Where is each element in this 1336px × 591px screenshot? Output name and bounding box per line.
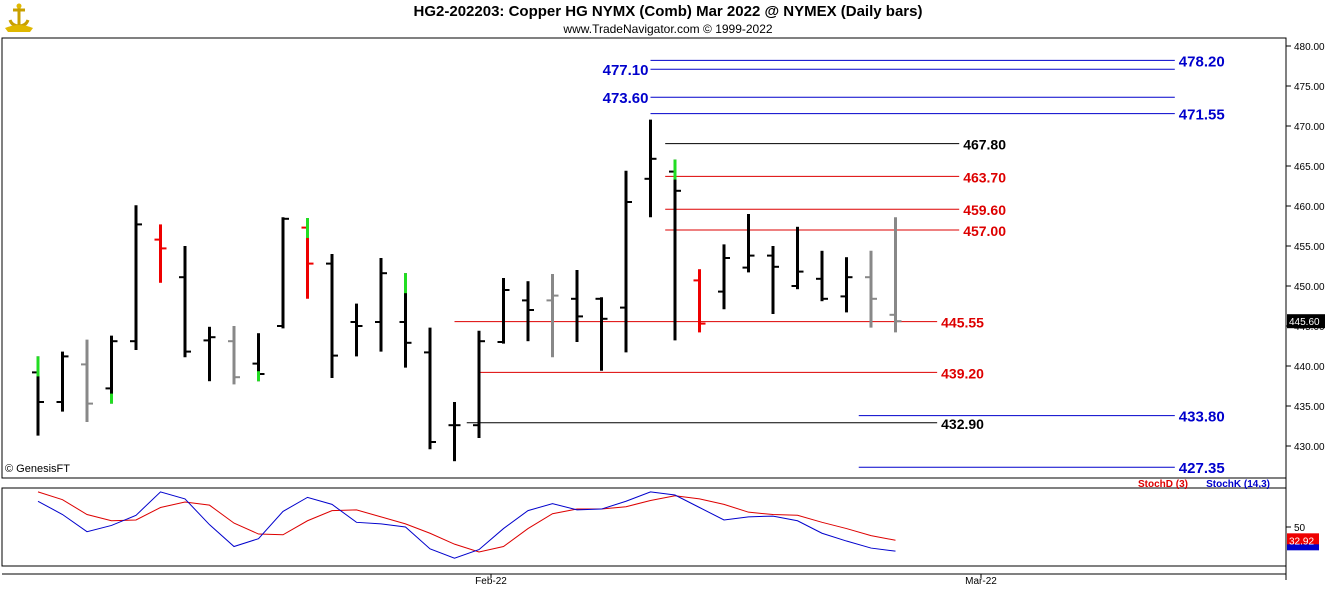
last-price-marker	[1287, 314, 1325, 329]
price-bars	[32, 119, 902, 462]
y-tick-label: 480.00	[1294, 42, 1325, 53]
level-label: 467.80	[963, 137, 1006, 153]
level-label: 471.55	[1179, 107, 1225, 124]
chart-header: HG2-202203: Copper HG NYMX (Comb) Mar 20…	[0, 0, 1336, 38]
stoch-last-marker-k	[1287, 544, 1319, 551]
level-label: 473.60	[603, 90, 649, 107]
y-tick-label: 450.00	[1294, 282, 1325, 293]
y-tick-label: 435.00	[1294, 402, 1325, 413]
level-lines: 478.20 477.10 473.60 471.55 467.80 463.70 459.…	[454, 53, 1225, 477]
date-axis: Feb-22 Mar-22	[475, 574, 997, 587]
y-tick-label: 470.00	[1294, 122, 1325, 133]
level-label: 445.55	[941, 315, 984, 331]
stoch-line	[37, 491, 896, 553]
price-axis: 480.00 475.00 470.00 465.00 460.00 455.00 450.…	[1286, 42, 1325, 453]
y-tick-label: 475.00	[1294, 82, 1325, 93]
last-price-label: 445.60	[1289, 317, 1320, 328]
genesis-logo-icon	[2, 2, 36, 34]
y-tick-label: 455.00	[1294, 242, 1325, 253]
level-label: 433.80	[1179, 409, 1225, 426]
chart-title: HG2-202203: Copper HG NYMX (Comb) Mar 20…	[413, 3, 923, 20]
stoch-line	[37, 491, 896, 559]
level-label: 463.70	[963, 169, 1006, 185]
stoch-last-marker	[1287, 533, 1319, 548]
level-label: 427.35	[1179, 460, 1225, 477]
chart-frame	[1, 37, 1287, 580]
stoch-tick-label: 50	[1294, 523, 1306, 534]
level-label: 457.00	[963, 223, 1006, 239]
x-tick-label: Mar-22	[965, 576, 997, 587]
chart-subtitle: www.TradeNavigator.com © 1999-2022	[563, 22, 773, 36]
x-tick-label: Feb-22	[475, 576, 507, 587]
level-label: 439.20	[941, 365, 984, 381]
level-label: 477.10	[603, 62, 649, 79]
y-tick-label: 440.00	[1294, 362, 1325, 373]
stochastic-panel: StochD (3) StochK (14,3) 50 32.92	[37, 479, 1319, 559]
level-label: 432.90	[941, 416, 984, 432]
y-tick-label: 430.00	[1294, 442, 1325, 453]
legend-stochk: StochK (14,3)	[1206, 479, 1270, 490]
stoch-last-label: 32.92	[1289, 536, 1314, 547]
level-label: 478.20	[1179, 53, 1225, 70]
y-tick-label: 465.00	[1294, 162, 1325, 173]
stoch-panel-border	[1, 487, 1287, 567]
y-tick-label: 460.00	[1294, 202, 1325, 213]
legend-stochd: StochD (3)	[1138, 479, 1188, 490]
watermark: © GenesisFT	[5, 463, 70, 475]
level-label: 459.60	[963, 202, 1006, 218]
